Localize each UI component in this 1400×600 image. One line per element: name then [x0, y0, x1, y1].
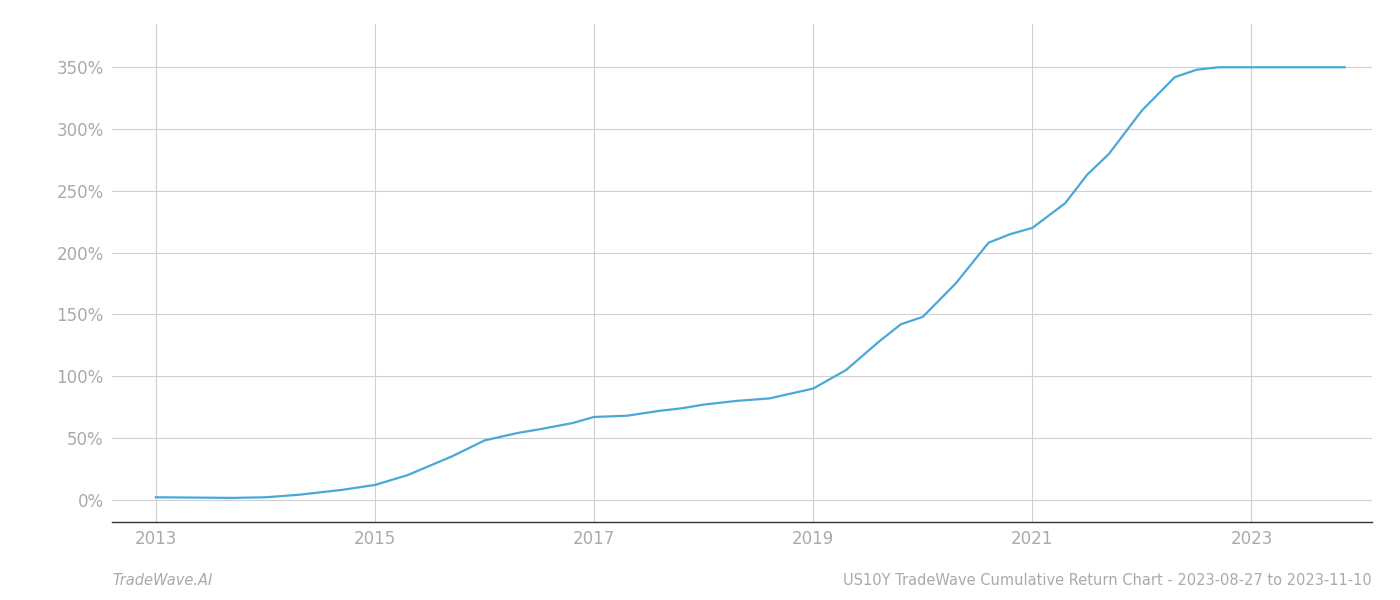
Text: TradeWave.AI: TradeWave.AI [112, 573, 213, 588]
Text: US10Y TradeWave Cumulative Return Chart - 2023-08-27 to 2023-11-10: US10Y TradeWave Cumulative Return Chart … [843, 573, 1372, 588]
